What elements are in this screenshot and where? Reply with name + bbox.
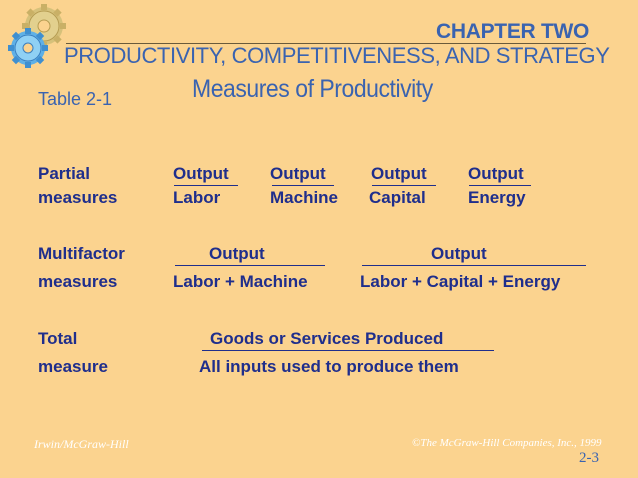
- multifactor-labor-machine-fraction-bar: [175, 265, 325, 266]
- partial-machine-fraction-bar: [272, 185, 334, 186]
- multifactor-labor-machine-numerator: Output: [209, 244, 265, 263]
- partial-capital-fraction-bar: [372, 185, 436, 186]
- total-label-line2: measure: [38, 357, 108, 376]
- partial-labor-numerator: Output: [173, 164, 229, 183]
- partial-capital-numerator: Output: [371, 164, 427, 183]
- total-denominator: All inputs used to produce them: [199, 357, 459, 376]
- partial-label-line2: measures: [38, 188, 118, 207]
- partial-energy-fraction-bar: [469, 185, 531, 186]
- partial-energy-numerator: Output: [468, 164, 524, 183]
- multifactor-labor-capital-energy-numerator: Output: [431, 244, 487, 263]
- multifactor-label-line2: measures: [38, 272, 118, 291]
- header-rule: [66, 43, 586, 44]
- partial-machine-denominator: Machine: [270, 188, 339, 207]
- table-label: Table 2-1: [38, 89, 113, 109]
- footer-publisher: Irwin/McGraw-Hill: [34, 437, 129, 451]
- partial-label-line1: Partial: [38, 164, 90, 183]
- chapter-subtitle: PRODUCTIVITY, COMPETITIVENESS, AND STRAT…: [64, 43, 610, 68]
- total-label-line1: Total: [38, 329, 78, 348]
- gears-icon: [8, 4, 66, 68]
- partial-labor-fraction-bar: [174, 185, 238, 186]
- multifactor-label-line1: Multifactor: [38, 244, 125, 263]
- multifactor-labor-capital-energy-fraction-bar: [362, 265, 586, 266]
- slide-title: Measures of Productivity: [192, 75, 433, 103]
- multifactor-labor-machine-denominator: Labor + Machine: [173, 272, 308, 291]
- partial-energy-denominator: Energy: [468, 188, 526, 207]
- partial-labor-denominator: Labor: [173, 188, 221, 207]
- chapter-heading: CHAPTER TWO: [436, 20, 590, 43]
- partial-machine-numerator: Output: [270, 164, 326, 183]
- footer-copyright: ©The McGraw-Hill Companies, Inc., 1999: [412, 437, 602, 449]
- partial-capital-denominator: Capital: [369, 188, 426, 207]
- page-number: 2-3: [579, 450, 599, 466]
- total-numerator: Goods or Services Produced: [210, 329, 444, 348]
- total-fraction-bar: [202, 350, 494, 351]
- multifactor-labor-capital-energy-denominator: Labor + Capital + Energy: [360, 272, 561, 291]
